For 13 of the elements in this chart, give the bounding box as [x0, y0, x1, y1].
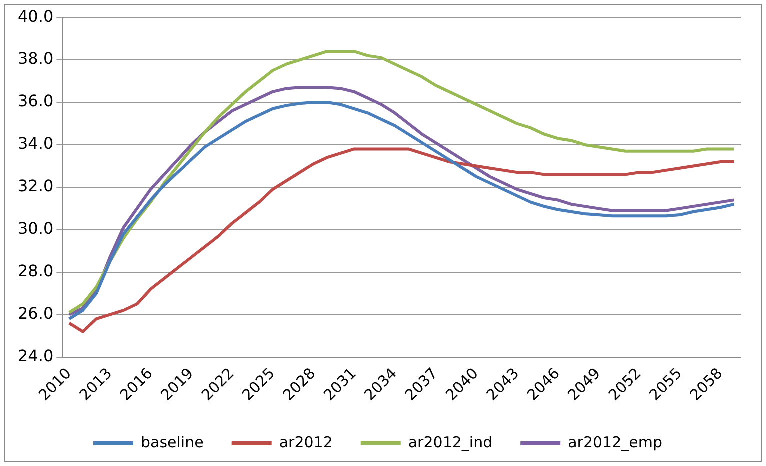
y-tick-label: 38.0 — [18, 49, 54, 68]
legend-label: ar2012 — [279, 433, 333, 452]
y-tick-label: 34.0 — [18, 134, 54, 154]
legend-label: baseline — [141, 433, 204, 452]
y-tick-label: 40.0 — [18, 6, 54, 26]
legend-label: ar2012_ind — [408, 433, 493, 452]
y-tick-label: 30.0 — [18, 219, 54, 238]
y-tick-label: 28.0 — [18, 262, 54, 281]
y-tick-label: 36.0 — [18, 92, 54, 111]
y-tick-label: 32.0 — [18, 176, 54, 196]
y-tick-label: 26.0 — [18, 304, 54, 323]
legend-label: ar2012_emp — [568, 433, 663, 452]
y-tick-label: 24.0 — [18, 346, 54, 366]
